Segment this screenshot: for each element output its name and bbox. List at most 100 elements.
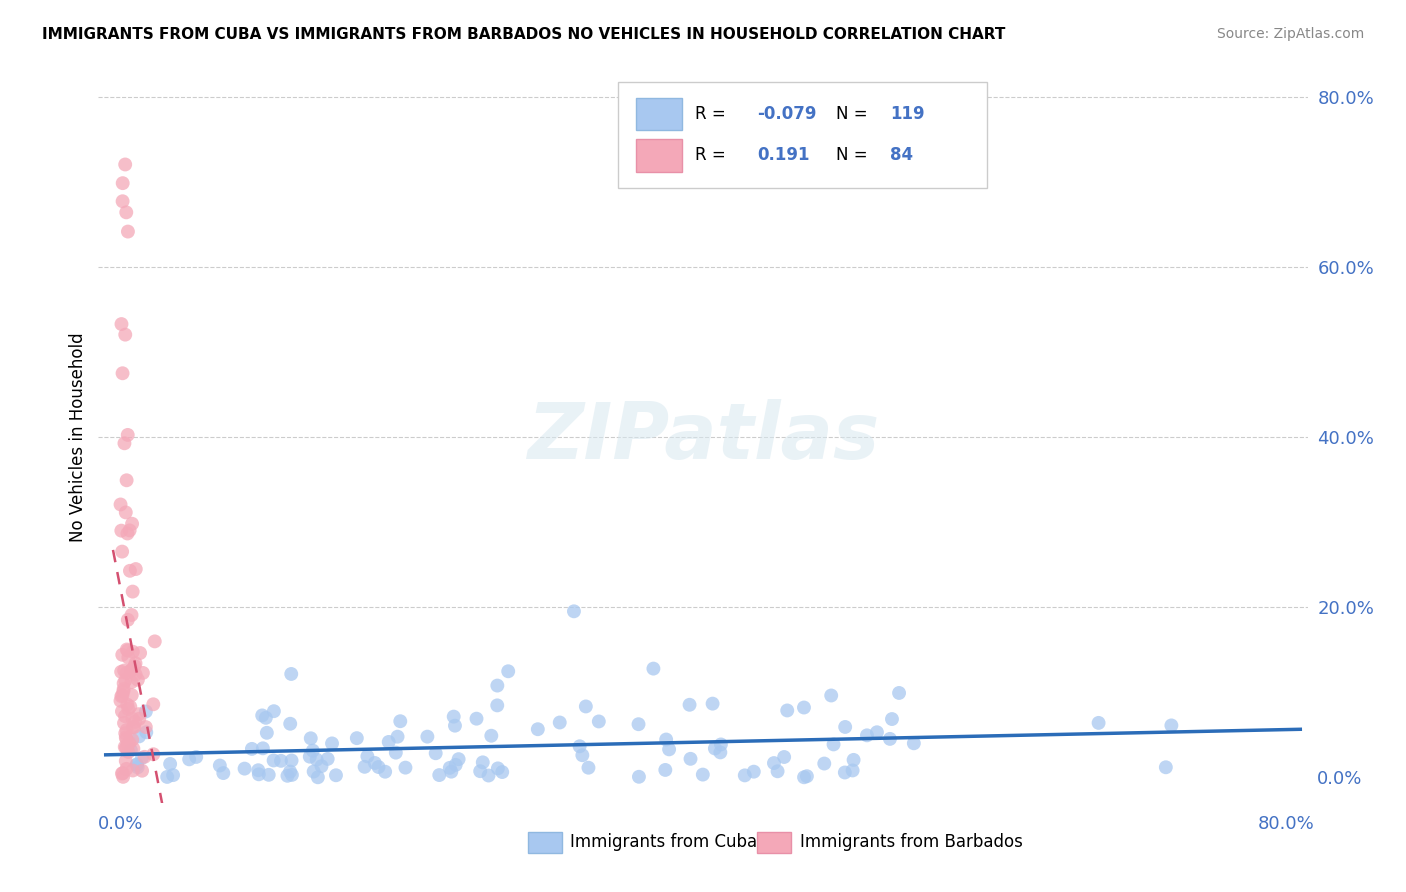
Point	[114, 731, 136, 745]
Point	[111, 766, 134, 780]
Point	[179, 752, 201, 766]
Point	[134, 749, 156, 764]
Point	[120, 663, 142, 677]
Point	[118, 564, 141, 578]
Point	[117, 428, 139, 442]
Point	[110, 498, 132, 512]
Bar	[527, 832, 561, 853]
Point	[307, 770, 329, 784]
Text: IMMIGRANTS FROM CUBA VS IMMIGRANTS FROM BARBADOS NO VEHICLES IN HOUSEHOLD CORREL: IMMIGRANTS FROM CUBA VS IMMIGRANTS FROM …	[42, 27, 1005, 42]
Point	[110, 524, 132, 538]
Point	[114, 739, 136, 754]
Point	[110, 317, 132, 331]
Point	[841, 764, 863, 778]
Point	[299, 731, 322, 746]
Point	[486, 698, 509, 713]
Point	[325, 768, 347, 782]
Point	[903, 736, 925, 750]
Point	[156, 770, 179, 784]
Text: R =: R =	[695, 146, 731, 164]
Point	[1087, 715, 1109, 730]
Bar	[637, 98, 682, 130]
Point	[110, 694, 132, 708]
Point	[776, 703, 799, 717]
Point	[115, 739, 138, 754]
Point	[111, 766, 134, 780]
Point	[114, 157, 136, 171]
Point	[766, 764, 789, 779]
Point	[762, 756, 785, 770]
Point	[110, 690, 132, 704]
Point	[124, 667, 146, 681]
Point	[447, 752, 470, 766]
Point	[128, 712, 150, 726]
Point	[280, 754, 302, 768]
Point	[377, 735, 399, 749]
Point	[444, 757, 467, 772]
Point	[115, 762, 138, 776]
Point	[887, 686, 910, 700]
Bar	[637, 139, 682, 171]
Point	[121, 732, 143, 747]
Point	[162, 768, 184, 782]
Point	[208, 758, 231, 772]
Point	[813, 756, 835, 771]
Point	[124, 657, 146, 671]
Point	[643, 662, 665, 676]
Point	[121, 607, 143, 622]
Point	[427, 768, 450, 782]
Point	[111, 705, 134, 719]
Point	[742, 764, 765, 779]
Point	[111, 544, 134, 558]
Point	[112, 770, 135, 784]
Point	[250, 708, 273, 723]
Point	[793, 770, 815, 784]
Text: Source: ZipAtlas.com: Source: ZipAtlas.com	[1216, 27, 1364, 41]
Point	[142, 698, 165, 712]
Point	[111, 194, 134, 209]
Point	[356, 749, 378, 764]
Point	[440, 764, 463, 779]
Point	[143, 634, 166, 648]
Point	[281, 768, 304, 782]
Point	[118, 524, 141, 538]
Text: -0.079: -0.079	[758, 104, 817, 123]
Point	[115, 665, 138, 680]
Point	[654, 763, 676, 777]
Point	[471, 756, 494, 770]
Point	[254, 711, 277, 725]
Point	[263, 704, 285, 718]
Point	[679, 752, 702, 766]
Point	[486, 679, 509, 693]
Point	[115, 723, 138, 737]
Point	[142, 747, 165, 762]
Point	[117, 225, 139, 239]
Point	[121, 688, 143, 702]
Point	[278, 764, 301, 779]
Point	[346, 731, 368, 746]
Point	[127, 760, 149, 774]
Point	[444, 719, 467, 733]
Point	[575, 699, 598, 714]
Point	[270, 754, 292, 768]
Point	[1160, 718, 1182, 732]
Point	[571, 748, 593, 763]
Point	[114, 327, 136, 342]
Point	[709, 745, 731, 759]
Point	[135, 705, 157, 719]
Text: 84: 84	[890, 146, 914, 164]
Point	[117, 698, 139, 712]
Point	[121, 516, 143, 531]
Point	[548, 715, 571, 730]
Point	[364, 756, 387, 770]
Point	[278, 716, 301, 731]
Point	[385, 746, 408, 760]
Point	[316, 752, 339, 766]
Point	[129, 646, 152, 660]
Point	[240, 742, 263, 756]
Point	[367, 760, 389, 774]
Text: R =: R =	[695, 104, 731, 123]
Point	[121, 675, 143, 690]
Point	[276, 769, 298, 783]
Point	[114, 436, 136, 450]
